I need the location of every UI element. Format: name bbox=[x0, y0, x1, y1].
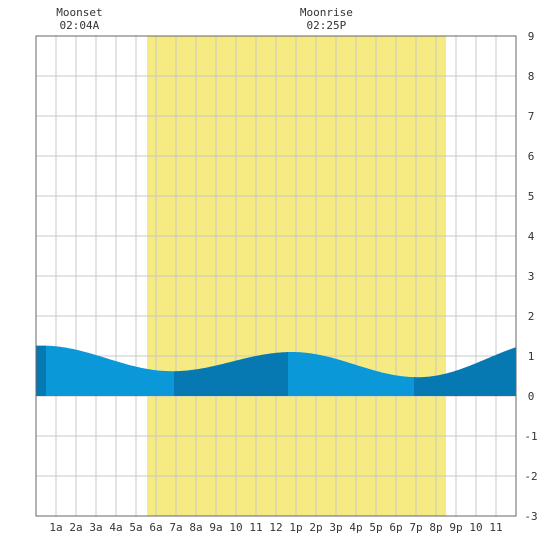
tide-area-segment bbox=[46, 345, 174, 396]
y-tick-label: -2 bbox=[524, 470, 537, 483]
moon-event-time: 02:25P bbox=[307, 19, 347, 32]
x-tick-label: 10 bbox=[229, 521, 242, 534]
x-tick-label: 4a bbox=[109, 521, 122, 534]
moon-event-label: Moonset bbox=[56, 6, 102, 19]
tide-area-layer bbox=[36, 345, 516, 396]
grid-layer bbox=[36, 36, 516, 516]
x-tick-label: 1p bbox=[289, 521, 302, 534]
y-tick-label: 8 bbox=[528, 70, 535, 83]
x-tick-label: 7a bbox=[169, 521, 182, 534]
x-tick-label: 3a bbox=[89, 521, 102, 534]
x-tick-label: 10 bbox=[469, 521, 482, 534]
x-tick-label: 7p bbox=[409, 521, 422, 534]
x-tick-label: 9p bbox=[449, 521, 462, 534]
tide-area-segment bbox=[414, 347, 516, 396]
y-tick-label: 6 bbox=[528, 150, 535, 163]
y-tick-labels: -3 -2 -1 0 1 2 3 4 5 6 7 8 9 bbox=[524, 30, 537, 523]
y-tick-label: 1 bbox=[528, 350, 535, 363]
x-tick-label: 12 bbox=[269, 521, 282, 534]
y-tick-label: 7 bbox=[528, 110, 535, 123]
x-tick-labels: 1a 2a 3a 4a 5a 6a 7a 8a 9a 10 11 12 1p 2p 3p 4p 5p 6p 7p 8p… bbox=[49, 521, 502, 534]
tide-area-segment bbox=[288, 352, 414, 396]
x-tick-label: 11 bbox=[249, 521, 262, 534]
y-tick-label: 5 bbox=[528, 190, 535, 203]
x-tick-label: 4p bbox=[349, 521, 362, 534]
y-tick-label: 9 bbox=[528, 30, 535, 43]
x-tick-label: 11 bbox=[489, 521, 502, 534]
x-tick-label: 3p bbox=[329, 521, 342, 534]
y-tick-label: 0 bbox=[528, 390, 535, 403]
y-tick-label: 3 bbox=[528, 270, 535, 283]
y-tick-label: 4 bbox=[528, 230, 535, 243]
tide-area-segment bbox=[36, 345, 46, 396]
y-tick-label: -1 bbox=[524, 430, 537, 443]
y-tick-label: -3 bbox=[524, 510, 537, 523]
tide-area-segment bbox=[174, 352, 288, 396]
x-tick-label: 9a bbox=[209, 521, 222, 534]
moon-event-label: Moonrise bbox=[300, 6, 353, 19]
plot-border bbox=[35, 35, 517, 517]
x-tick-label: 6a bbox=[149, 521, 162, 534]
moon-event-time: 02:04A bbox=[60, 19, 100, 32]
x-tick-label: 2p bbox=[309, 521, 322, 534]
x-tick-label: 8p bbox=[429, 521, 442, 534]
x-tick-label: 6p bbox=[389, 521, 402, 534]
x-tick-label: 5p bbox=[369, 521, 382, 534]
x-tick-label: 8a bbox=[189, 521, 202, 534]
y-tick-label: 2 bbox=[528, 310, 535, 323]
x-tick-label: 2a bbox=[69, 521, 82, 534]
x-tick-label: 1a bbox=[49, 521, 62, 534]
x-tick-label: 5a bbox=[129, 521, 142, 534]
